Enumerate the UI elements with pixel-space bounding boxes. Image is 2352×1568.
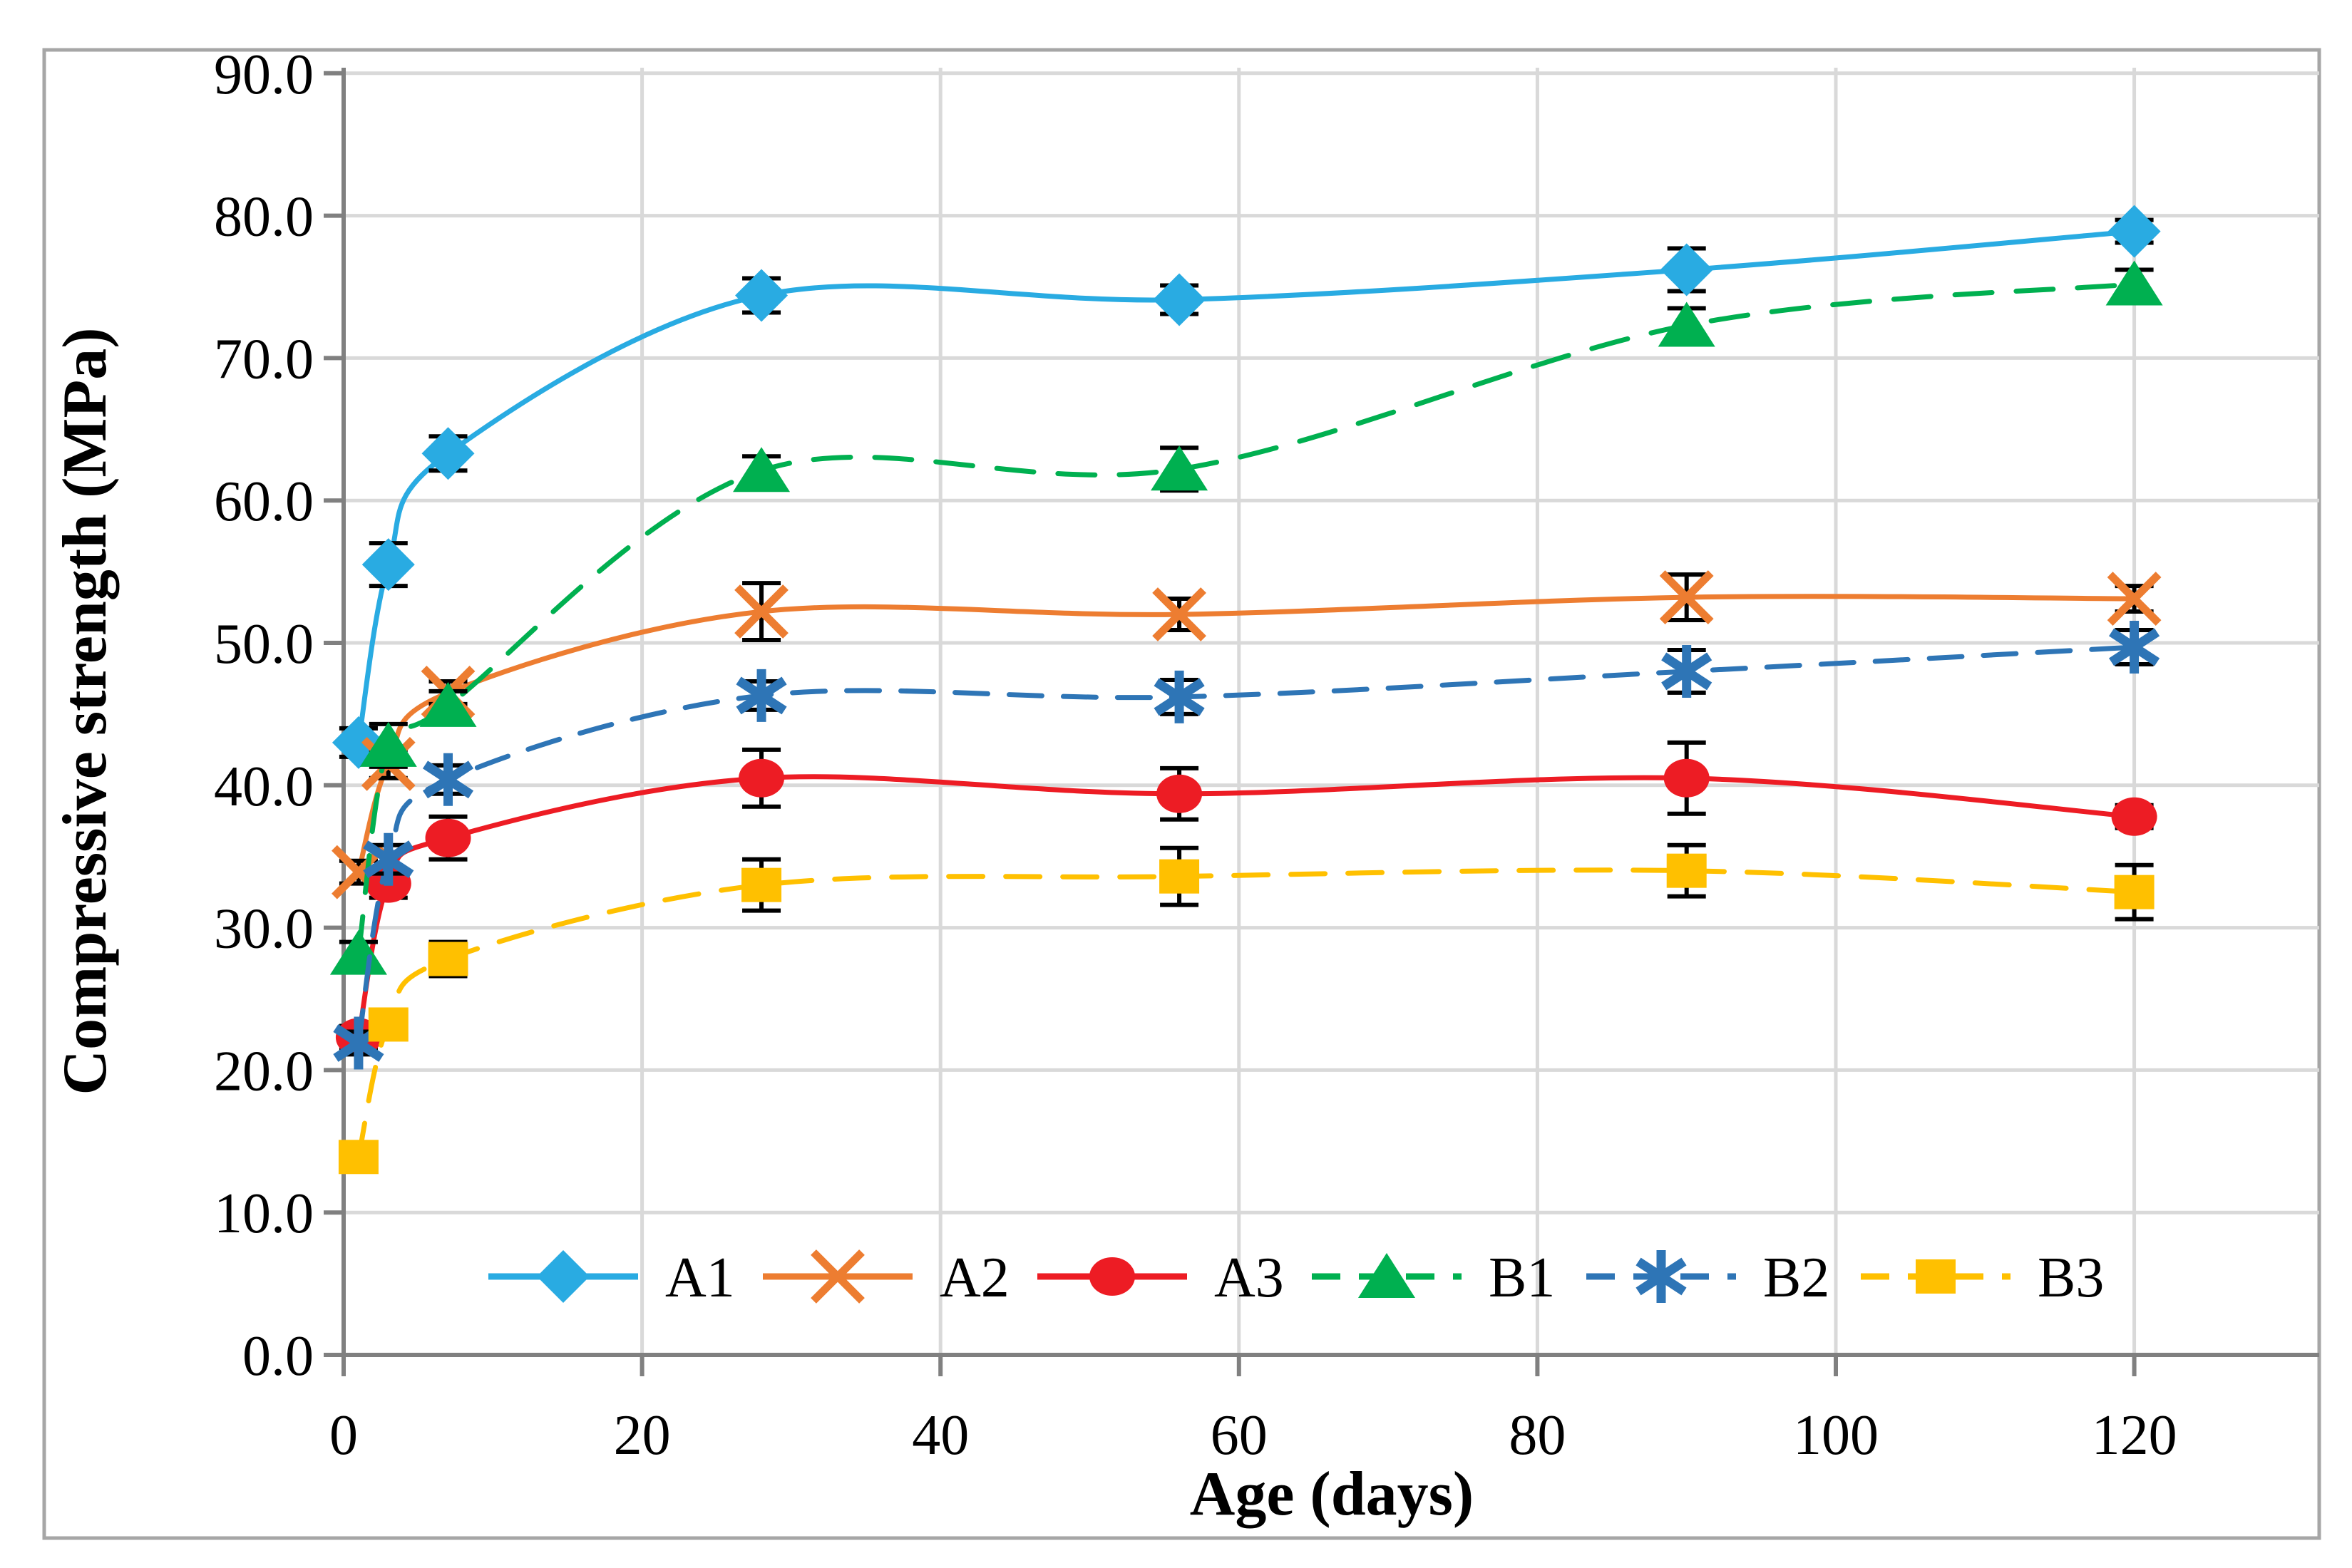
y-tick-label-50.0: 50.0	[214, 613, 314, 676]
marker-B3-7d	[428, 942, 468, 976]
marker-A1-28d	[735, 269, 789, 322]
marker-B2-56d	[1154, 670, 1205, 723]
legend-label-B3: B3	[2038, 1247, 2104, 1309]
marker-B2-28d	[736, 669, 787, 722]
marker-B3-3d	[368, 1007, 409, 1042]
legend-marker-circle-A3	[1089, 1257, 1135, 1296]
x-tick-label-20: 20	[614, 1404, 671, 1467]
y-tick-label-0.0: 0.0	[242, 1325, 314, 1388]
legend-marker-triangle-B1	[1358, 1253, 1415, 1298]
marker-B2-120d	[2109, 620, 2160, 674]
y-tick-label-30.0: 30.0	[214, 898, 314, 961]
marker-B1-7d	[419, 681, 477, 727]
marker-A1-56d	[1153, 273, 1206, 326]
marker-A2-56d	[1152, 587, 1206, 641]
legend-label-A2: A2	[940, 1247, 1010, 1309]
marker-B2-3d	[363, 832, 414, 886]
marker-A3-28d	[739, 758, 785, 798]
marker-B2-7d	[422, 753, 474, 806]
marker-B1-56d	[1151, 445, 1208, 491]
legend-label-B1: B1	[1489, 1247, 1555, 1309]
y-tick-label-80.0: 80.0	[214, 186, 314, 249]
x-tick-label-40: 40	[912, 1404, 969, 1467]
legend-marker-asterisk-B2	[1635, 1250, 1687, 1303]
marker-B1-1d	[329, 929, 387, 975]
legend-marker-square-B3	[1916, 1259, 1956, 1294]
legend-marker-diamond-A1	[537, 1250, 590, 1303]
x-tick-label-100: 100	[1793, 1404, 1879, 1467]
y-tick-label-40.0: 40.0	[214, 755, 314, 818]
series-A1-line	[356, 229, 2137, 746]
y-tick-label-10.0: 10.0	[214, 1182, 314, 1245]
marker-B1-28d	[733, 447, 791, 492]
y-tick-label-20.0: 20.0	[214, 1040, 314, 1103]
series-B3-line	[356, 867, 2137, 1160]
marker-B3-56d	[1159, 859, 1200, 894]
marker-B3-1d	[338, 1140, 379, 1175]
x-tick-label-60: 60	[1211, 1404, 1268, 1467]
marker-A3-56d	[1156, 774, 1203, 813]
marker-A1-3d	[361, 538, 415, 592]
series-B1-line	[356, 282, 2137, 956]
marker-A2-28d	[734, 584, 789, 639]
marker-B2-90d	[1661, 644, 1712, 698]
marker-B3-120d	[2114, 875, 2155, 909]
marker-A2-120d	[2107, 572, 2162, 626]
x-tick-label-0: 0	[329, 1404, 358, 1467]
x-tick-label-80: 80	[1509, 1404, 1566, 1467]
x-axis-title: Age (days)	[1190, 1460, 1474, 1529]
marker-A1-120d	[2107, 205, 2161, 258]
marker-A3-120d	[2111, 797, 2157, 836]
y-tick-label-60.0: 60.0	[214, 470, 314, 533]
marker-B3-28d	[741, 867, 782, 902]
marker-A1-90d	[1660, 243, 1713, 296]
marker-A3-7d	[425, 818, 471, 857]
marker-A1-7d	[421, 427, 475, 480]
legend-marker-x-A2	[811, 1249, 865, 1304]
y-tick-label-90.0: 90.0	[214, 43, 314, 106]
legend-label-A3: A3	[1214, 1247, 1284, 1309]
y-axis-title: Compressive strength (MPa)	[51, 327, 120, 1095]
legend-label-B2: B2	[1763, 1247, 1829, 1309]
legend-item-B2: B2	[1586, 1247, 1829, 1309]
series-B2-line	[356, 644, 2137, 1046]
y-tick-label-70.0: 70.0	[214, 328, 314, 391]
x-tick-label-120: 120	[2092, 1404, 2177, 1467]
marker-B3-90d	[1666, 853, 1707, 888]
plot-area: 0.0 10.0 20.0 30.0 40.0 50.0 60.0 70.0 80.0 90.0 0…	[214, 43, 2319, 1467]
marker-A2-90d	[1659, 570, 1714, 624]
marker-B1-120d	[2105, 260, 2163, 306]
marker-B1-90d	[1658, 301, 1715, 347]
marker-B1-3d	[359, 721, 417, 767]
marker-A3-90d	[1663, 758, 1710, 798]
legend-label-A1: A1	[665, 1247, 735, 1309]
